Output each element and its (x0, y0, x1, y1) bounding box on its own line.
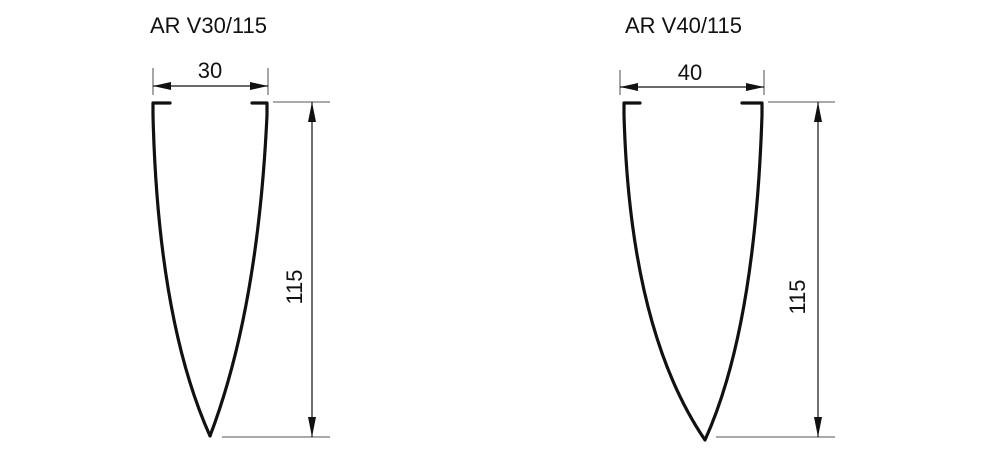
height-dimension-label: 115 (785, 279, 810, 314)
profile-ar-v40-115: AR V40/115 40 115 (619, 13, 835, 442)
profile-title: AR V40/115 (625, 13, 742, 38)
arrowhead (153, 82, 171, 90)
profile-ar-v30-115: AR V30/115 30 115 (150, 13, 330, 438)
arrowhead (814, 102, 822, 122)
arrowhead (308, 417, 316, 437)
width-dimension-label: 30 (198, 58, 222, 83)
profile-outline (151, 101, 269, 438)
arrowhead (308, 102, 316, 122)
arrowhead (620, 83, 638, 91)
arrowhead (746, 83, 764, 91)
arrowhead (814, 417, 822, 437)
width-dimension-label: 40 (678, 60, 702, 85)
arrowhead (250, 82, 268, 90)
height-dimension-label: 115 (282, 269, 307, 304)
profile-outline (622, 101, 764, 442)
profile-title: AR V30/115 (150, 13, 267, 38)
